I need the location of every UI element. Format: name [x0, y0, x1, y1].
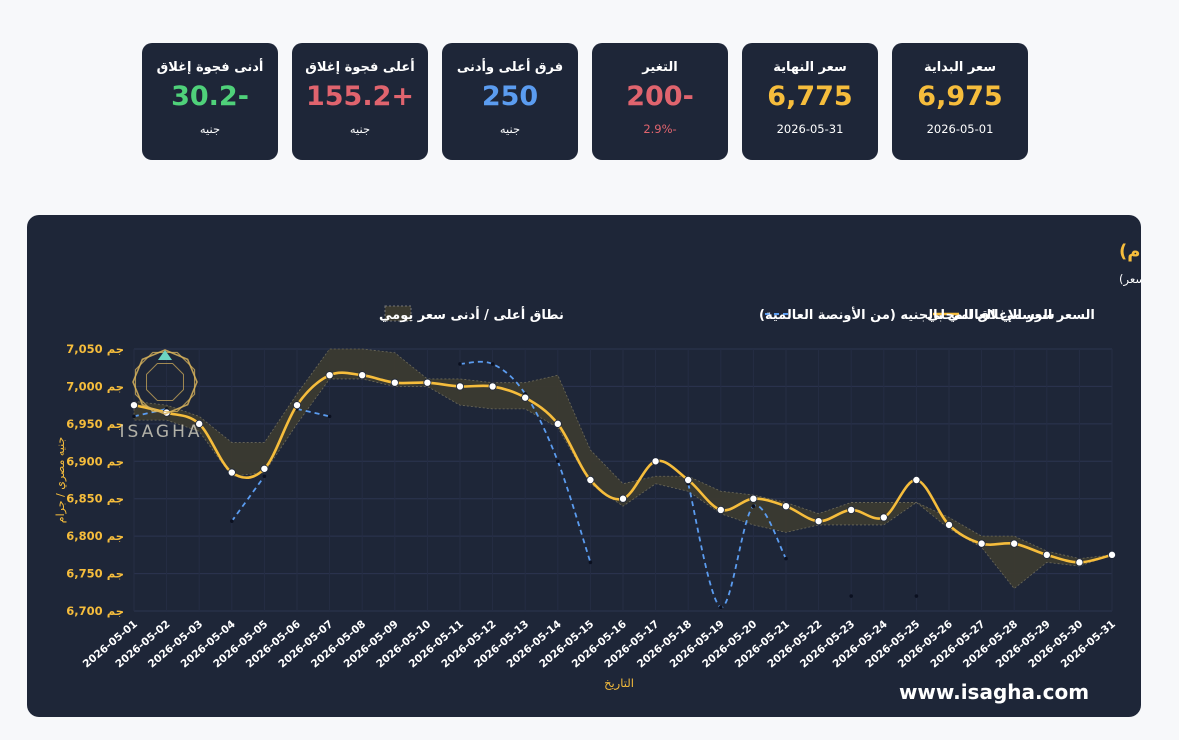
local-close-point: [260, 464, 269, 473]
local-close-point: [651, 457, 660, 466]
global-price-point: [262, 474, 267, 479]
global-price-point: [556, 459, 560, 464]
y-tick-label: 6,900 جم: [66, 454, 124, 468]
stat-card-title: سعر البداية: [923, 60, 997, 75]
local-close-point: [586, 475, 595, 484]
global-price-point: [784, 556, 788, 561]
logo-octagon-icon: [132, 349, 198, 415]
local-close-point: [912, 475, 921, 484]
stat-card-title: سعر النهاية: [773, 60, 847, 75]
stat-card-sub: 2.9%-: [643, 122, 677, 136]
global-price-point: [751, 504, 756, 509]
stat-card-title: أعلى فجوة إغلاق: [305, 60, 415, 75]
global-price-point: [719, 605, 723, 610]
local-close-point: [1010, 539, 1019, 548]
stat-card-value: 250: [481, 81, 539, 112]
stat-card-title: التغير: [642, 60, 678, 75]
local-close-point: [782, 502, 791, 511]
y-tick-label: 6,950 جم: [66, 417, 124, 431]
stat-card-sub: جنيه: [499, 122, 521, 136]
global-price-point: [132, 414, 136, 419]
local-close-point: [423, 378, 432, 387]
stat-card-sub: جنيه: [199, 122, 221, 136]
x-axis-label: التاريخ: [604, 676, 634, 691]
stat-card: سعر البداية 6,975 2026-05-01: [892, 43, 1028, 160]
local-close-point: [619, 494, 628, 503]
local-close-point: [521, 393, 530, 402]
local-close-point: [749, 494, 758, 503]
chart-title: السعر المحلي مقابل السعر الرسمي العالمي …: [1119, 241, 1141, 262]
y-axis-label: جنيه مصري / جرام: [54, 437, 67, 523]
stat-card: سعر النهاية 6,775 2026-05-31: [742, 43, 878, 160]
watermark-url: www.isagha.com: [899, 680, 1089, 704]
local-close-point: [455, 382, 464, 391]
y-tick-label: 6,850 جم: [66, 492, 124, 506]
y-tick-label: 7,050 جم: [66, 342, 124, 356]
chart-svg: السعر المحلي مقابل السعر الرسمي العالمي …: [54, 241, 1141, 704]
local-close-point: [1042, 550, 1051, 559]
y-tick-label: 6,700 جم: [66, 604, 124, 618]
logo-gem-icon: [158, 350, 172, 360]
stat-card-sub: جنيه: [349, 122, 371, 136]
x-tick-label: 2026-05-01: [81, 618, 140, 670]
legend-label-local: سعر الإغلاق المحلي: [927, 308, 1055, 323]
stat-card-value: 200-: [626, 81, 694, 112]
global-price-point: [327, 414, 332, 419]
global-price-point: [458, 362, 462, 366]
logo-text: ISAGHA: [119, 422, 202, 442]
stat-card-title: فرق أعلى وأدنى: [456, 60, 564, 75]
global-price-line: [296, 408, 330, 418]
chart-panel: السعر المحلي مقابل السعر الرسمي العالمي …: [27, 215, 1141, 717]
local-close-point: [847, 505, 856, 514]
local-close-point: [390, 378, 399, 387]
stat-card-value: 6,775: [767, 81, 853, 112]
local-close-point: [553, 419, 562, 428]
local-close-point: [227, 468, 236, 477]
legend-label-band: نطاق أعلى / أدنى سعر يومي: [379, 306, 564, 323]
stat-card-sub: 2026-05-01: [926, 122, 994, 136]
global-price-point: [588, 560, 593, 565]
local-close-point: [292, 401, 301, 410]
stat-card: أدنى فجوة إغلاق 30.2- جنيه: [142, 43, 278, 160]
local-close-point: [358, 371, 367, 380]
local-close-point: [1075, 558, 1084, 567]
stat-card-sub: 2026-05-31: [776, 122, 844, 136]
stat-card: أعلى فجوة إغلاق 155.2+ جنيه: [292, 43, 428, 160]
local-close-point: [325, 371, 334, 380]
stat-card-title: أدنى فجوة إغلاق: [156, 60, 264, 75]
local-close-point: [195, 419, 204, 428]
stat-card: التغير 200- 2.9%-: [592, 43, 728, 160]
stat-card: فرق أعلى وأدنى 250 جنيه: [442, 43, 578, 160]
local-close-point: [945, 520, 954, 529]
y-tick-label: 6,800 جم: [66, 529, 124, 543]
global-price-point: [914, 594, 919, 598]
local-close-point: [879, 513, 888, 522]
global-price-line: [231, 475, 266, 522]
legend-label-global: السعر الرسمي العالمي بالجنيه (من الأونصة…: [759, 306, 1095, 323]
logo-octagon-icon: [146, 363, 184, 401]
y-tick-label: 6,750 جم: [66, 567, 124, 581]
stat-card-value: 30.2-: [171, 81, 249, 112]
logo-octagon-icon: [134, 351, 196, 413]
stat-card-value: 155.2+: [305, 81, 415, 112]
stat-card-value: 6,975: [917, 81, 1003, 112]
global-price-point: [849, 594, 853, 598]
local-close-point: [1108, 550, 1117, 559]
global-price-point: [490, 362, 495, 366]
local-close-point: [977, 539, 986, 548]
global-price-point: [230, 519, 234, 523]
legend-swatch-band: [384, 305, 412, 322]
band-area: [133, 348, 1113, 590]
local-close-point: [814, 517, 823, 526]
local-close-point: [130, 401, 139, 410]
y-tick-label: 7,000 جم: [66, 379, 124, 393]
stat-cards: سعر البداية 6,975 2026-05-01 سعر النهاية 6,7…: [142, 43, 1028, 160]
local-close-point: [716, 505, 725, 514]
local-close-point: [684, 475, 693, 484]
chart-subtitle: المنطقة المظللة تمثل نطاق التذبذب اليومي…: [1119, 271, 1141, 287]
local-close-point: [488, 382, 497, 391]
